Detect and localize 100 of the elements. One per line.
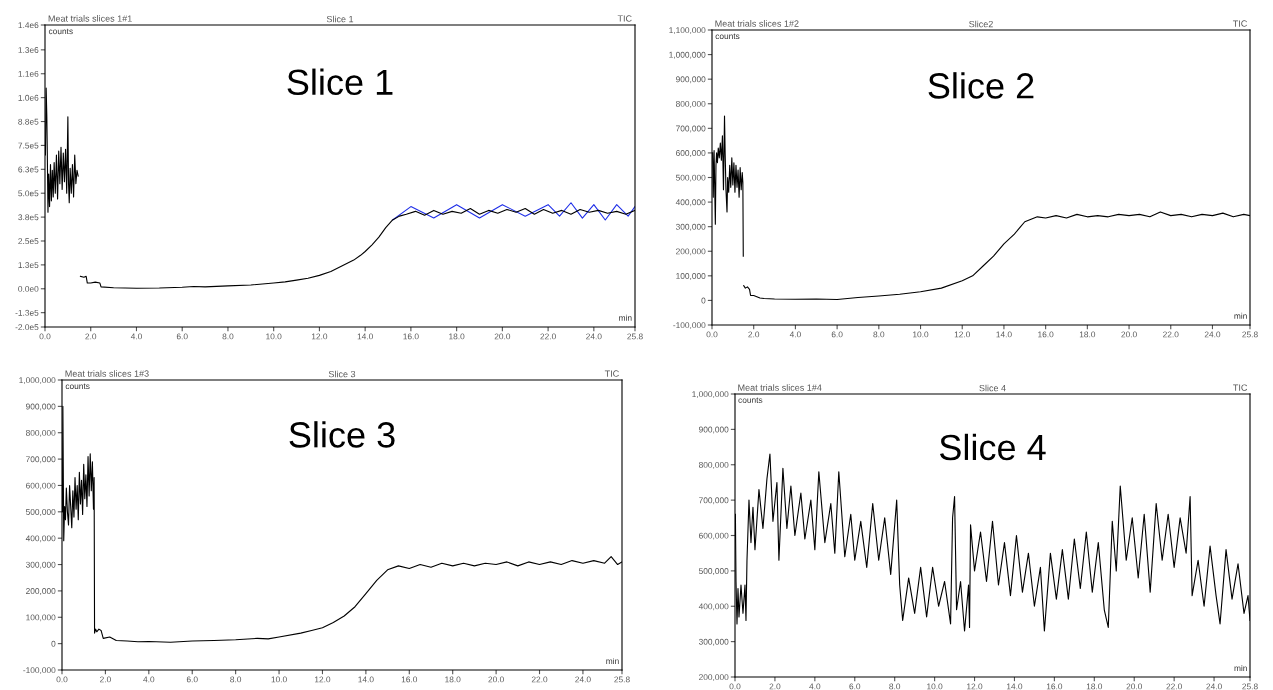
x-tick-label: 6.0 — [176, 333, 188, 340]
y-tick-label: 900,000 — [26, 403, 56, 411]
x-tick-label: 18.0 — [1086, 683, 1103, 690]
chart-title: Slice 4 — [979, 384, 1006, 392]
x-axis-title: min — [1234, 664, 1247, 672]
y-tick-label: 100,000 — [26, 614, 56, 622]
y-tick-label: 3.8e5 — [18, 214, 39, 221]
x-tick-label: 2.0 — [748, 331, 760, 338]
y-tick-label: 1.3e6 — [18, 47, 39, 53]
text: Meat trials slices 1#3 — [65, 370, 149, 377]
y-tick-label: 1,100,000 — [669, 27, 706, 35]
text: TIC — [604, 370, 619, 377]
x-tick-label: 16.0 — [401, 676, 418, 683]
x-tick-label: 14.0 — [358, 676, 374, 683]
x-tick-label: 4.0 — [130, 333, 142, 340]
y-tick-label: 600,000 — [699, 532, 729, 540]
y-tick-label: 200,000 — [699, 674, 729, 682]
text: TIC — [617, 15, 632, 22]
x-tick-label: 14.0 — [1006, 683, 1023, 690]
line-series — [392, 202, 635, 221]
y-tick-label: 400,000 — [675, 199, 706, 207]
x-tick-label: 8.0 — [222, 333, 234, 340]
annotation: Slice 3 — [289, 421, 395, 448]
x-tick-label: 10.0 — [271, 676, 287, 683]
x-axis-title: min — [1234, 312, 1247, 319]
x-tick-label: 6.0 — [831, 331, 843, 338]
y-tick-label: 1,000,000 — [692, 391, 729, 399]
x-tick-label: 0.0 — [56, 676, 68, 683]
text: TIC — [1233, 384, 1248, 391]
x-tick-label: 24.0 — [1206, 683, 1222, 690]
y-tick-label: 1.1e6 — [18, 70, 39, 77]
y-tick-label: 1,000,000 — [669, 51, 706, 59]
y-tick-label: 700,000 — [676, 125, 706, 133]
x-tick-label: 4.0 — [789, 331, 801, 338]
x-tick-label: 16.0 — [403, 333, 419, 340]
x-tick-label: 14.0 — [357, 333, 373, 340]
x-tick-label: 25.8 — [614, 676, 630, 683]
y-tick-label: 600,000 — [676, 150, 706, 157]
x-tick-label: 20.0 — [1121, 331, 1137, 338]
x-tick-label: 22.0 — [531, 676, 548, 683]
y-tick-label: -100,000 — [673, 322, 706, 330]
x-tick-label: 2.0 — [85, 333, 97, 340]
x-tick-label: 25.8 — [1242, 683, 1258, 690]
text: Meat trials slices 1#1 — [48, 15, 132, 22]
y-tick-label: 6.3e5 — [18, 166, 39, 173]
x-tick-label: 2.0 — [100, 676, 111, 683]
y-tick-label: 500,000 — [25, 509, 56, 516]
y-axis-title: counts — [738, 397, 763, 403]
y-tick-label: 800,000 — [675, 100, 706, 108]
y-tick-label: 2.5e5 — [18, 238, 39, 245]
x-tick-label: 22.0 — [540, 333, 556, 340]
y-tick-label: 1,000,000 — [19, 377, 56, 385]
x-axis-title: min — [619, 314, 632, 321]
y-tick-label: 100,000 — [676, 273, 706, 280]
y-tick-label: 900,000 — [676, 76, 706, 84]
x-tick-label: 10.0 — [913, 331, 929, 338]
y-tick-label: 300,000 — [698, 638, 729, 646]
y-tick-label: 1.4e6 — [18, 22, 39, 29]
x-tick-label: 8.0 — [889, 683, 901, 690]
y-tick-label: 1.3e5 — [18, 262, 39, 268]
x-tick-label: 24.0 — [575, 676, 591, 683]
x-tick-label: 18.0 — [1079, 331, 1096, 338]
y-tick-label: 5.0e5 — [18, 190, 39, 197]
y-tick-label: 0 — [51, 640, 56, 647]
y-tick-label: 500,000 — [698, 568, 729, 575]
x-tick-label: 24.0 — [1204, 331, 1221, 338]
y-axis-title: counts — [715, 33, 740, 40]
x-tick-label: 25.8 — [1242, 331, 1258, 338]
y-axis-title: counts — [48, 28, 73, 35]
y-tick-label: 400,000 — [25, 535, 56, 543]
x-tick-label: 18.0 — [445, 676, 461, 683]
y-tick-label: 900,000 — [699, 426, 729, 434]
y-tick-label: 300,000 — [25, 561, 56, 569]
x-tick-label: 16.0 — [1038, 331, 1054, 338]
chart-title: Slice2 — [969, 20, 993, 28]
x-axis-title: min — [606, 657, 619, 664]
x-tick-label: 20.0 — [494, 333, 511, 340]
x-tick-label: 2.0 — [769, 683, 781, 690]
y-tick-label: 600,000 — [26, 482, 56, 490]
y-tick-label: 7.5e5 — [18, 142, 39, 149]
x-tick-label: 6.0 — [849, 683, 861, 690]
y-tick-label: 800,000 — [698, 461, 729, 469]
x-tick-label: 12.0 — [967, 683, 983, 690]
annotation: Slice 2 — [928, 72, 1034, 99]
text: Meat trials slices 1#4 — [738, 384, 822, 391]
x-tick-label: 20.0 — [1126, 683, 1143, 690]
x-tick-label: 12.0 — [311, 333, 328, 340]
x-tick-label: 8.0 — [230, 676, 242, 683]
y-tick-label: 0.0e0 — [18, 285, 39, 292]
x-tick-label: 8.0 — [873, 331, 885, 338]
x-tick-label: 12.0 — [314, 676, 331, 683]
x-tick-label: 16.0 — [1046, 683, 1063, 690]
y-tick-label: 200,000 — [26, 588, 56, 595]
x-tick-label: 6.0 — [186, 676, 198, 683]
x-tick-label: 10.0 — [927, 683, 943, 690]
y-tick-label: 0 — [701, 297, 706, 304]
x-tick-label: 25.8 — [627, 333, 643, 340]
x-tick-label: 22.0 — [1163, 331, 1179, 338]
x-tick-label: 20.0 — [488, 676, 504, 683]
y-tick-label: -100,000 — [23, 667, 56, 675]
